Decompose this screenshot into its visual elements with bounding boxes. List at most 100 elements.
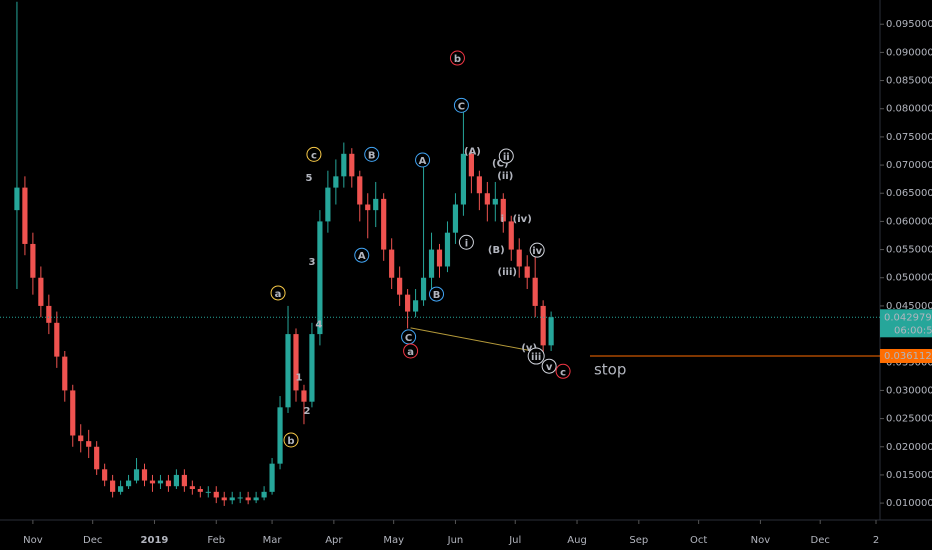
y-tick-label: 0.07000000	[886, 160, 932, 171]
candle-body	[476, 176, 482, 194]
wave-label: C	[458, 101, 465, 112]
y-tick-label: 0.02500000	[886, 414, 932, 425]
candle-body	[102, 469, 108, 481]
wave-label: (iii)	[498, 267, 517, 278]
candle-body	[532, 277, 538, 306]
wave-label: iii	[531, 352, 541, 363]
wave-label: b	[454, 54, 461, 65]
candle-body	[293, 334, 299, 391]
candle-body	[357, 176, 363, 205]
current-price-label: 0.04297919	[884, 312, 932, 323]
candle-body	[94, 446, 100, 470]
candle-body	[70, 390, 76, 436]
y-tick-label: 0.05000000	[886, 273, 932, 284]
x-tick-label: Dec	[83, 535, 102, 546]
x-tick-label: Nov	[23, 535, 43, 546]
candle-body	[436, 249, 443, 267]
candle-body	[253, 497, 259, 501]
wave-label: 5	[305, 173, 312, 184]
candle-body	[149, 480, 156, 484]
candle-body	[261, 491, 267, 498]
wave-label: A	[358, 251, 366, 262]
candle-body	[333, 176, 339, 188]
candle-body	[110, 480, 116, 492]
candle-body	[117, 486, 124, 492]
candle-body	[452, 204, 459, 233]
y-tick-label: 0.08000000	[886, 104, 932, 115]
wave-label-circle	[498, 148, 514, 164]
candle-body	[540, 305, 546, 346]
candle-body	[444, 232, 451, 267]
y-tick-label: 0.06000000	[886, 216, 932, 227]
x-tick-label: Feb	[207, 535, 225, 546]
candle-body	[141, 469, 148, 481]
candle-body	[165, 480, 172, 487]
wave-label-circle	[364, 146, 380, 162]
candle-body	[484, 193, 490, 205]
wave-label: 1	[295, 372, 302, 383]
countdown-label: 06:00:52	[894, 325, 932, 336]
wave-label-circle	[403, 343, 419, 359]
wave-label: 3	[308, 257, 315, 268]
x-tick-label: Dec	[811, 535, 830, 546]
x-tick-label: Oct	[690, 535, 707, 546]
wave-label: (A)	[464, 146, 481, 157]
candle-body	[373, 198, 379, 211]
candle-body	[397, 277, 403, 295]
wave-label-circle	[354, 247, 370, 263]
candle-body	[341, 153, 347, 177]
wave-label-circle	[541, 358, 557, 374]
wave-label-circle	[529, 242, 545, 258]
wave-label: b	[287, 436, 294, 447]
stop-price-label: 0.03611203	[884, 351, 932, 362]
wave-label: 4	[315, 319, 322, 330]
candle-body	[317, 221, 323, 335]
candle-body	[508, 221, 514, 250]
y-tick-label: 0.01500000	[886, 470, 932, 481]
wave-label: (iv)	[513, 214, 532, 225]
wave-label-circle	[270, 285, 286, 301]
candle-body	[78, 435, 84, 442]
candle-body	[301, 390, 307, 402]
wave-label: (C)	[492, 158, 508, 169]
wave-label: A	[419, 156, 427, 167]
candle-body	[349, 153, 355, 177]
wave-label: i	[501, 214, 504, 225]
y-tick-label: 0.07500000	[886, 132, 932, 143]
candle-body	[405, 294, 411, 312]
wave-label: c	[311, 150, 317, 161]
candle-body	[189, 486, 195, 490]
candle-body	[412, 300, 419, 312]
candle-body	[221, 497, 227, 501]
wave-label: C	[405, 333, 412, 344]
current-price-badge	[880, 309, 932, 338]
x-tick-label: 2019	[141, 535, 169, 546]
wave-label-circle	[415, 152, 431, 168]
wave-label-circle	[306, 146, 322, 162]
candle-body	[46, 305, 52, 323]
wave-label-circle	[453, 97, 469, 113]
candle-body	[22, 187, 28, 244]
candle-body	[30, 243, 36, 278]
wave-label-circle	[527, 347, 545, 365]
candle-body	[420, 277, 427, 301]
candle-body	[516, 249, 522, 267]
wave-label-circle	[429, 286, 445, 302]
wave-label: a	[407, 347, 414, 358]
candle-body	[14, 187, 20, 211]
y-tick-label: 0.05500000	[886, 245, 932, 256]
y-tick-label: 0.06500000	[886, 188, 932, 199]
wave-label: (B)	[488, 245, 505, 256]
candle-body	[62, 356, 68, 391]
candle-body	[524, 266, 530, 278]
wave-label: 2	[303, 406, 310, 417]
wave-label: B	[368, 150, 376, 161]
candle-body	[157, 480, 164, 484]
candle-body	[197, 489, 203, 492]
wave-label-circle	[555, 363, 571, 379]
candle-body	[173, 474, 179, 487]
y-tick-label: 0.03000000	[886, 385, 932, 396]
y-tick-label: 0.02000000	[886, 442, 932, 453]
candle-body	[325, 187, 331, 222]
